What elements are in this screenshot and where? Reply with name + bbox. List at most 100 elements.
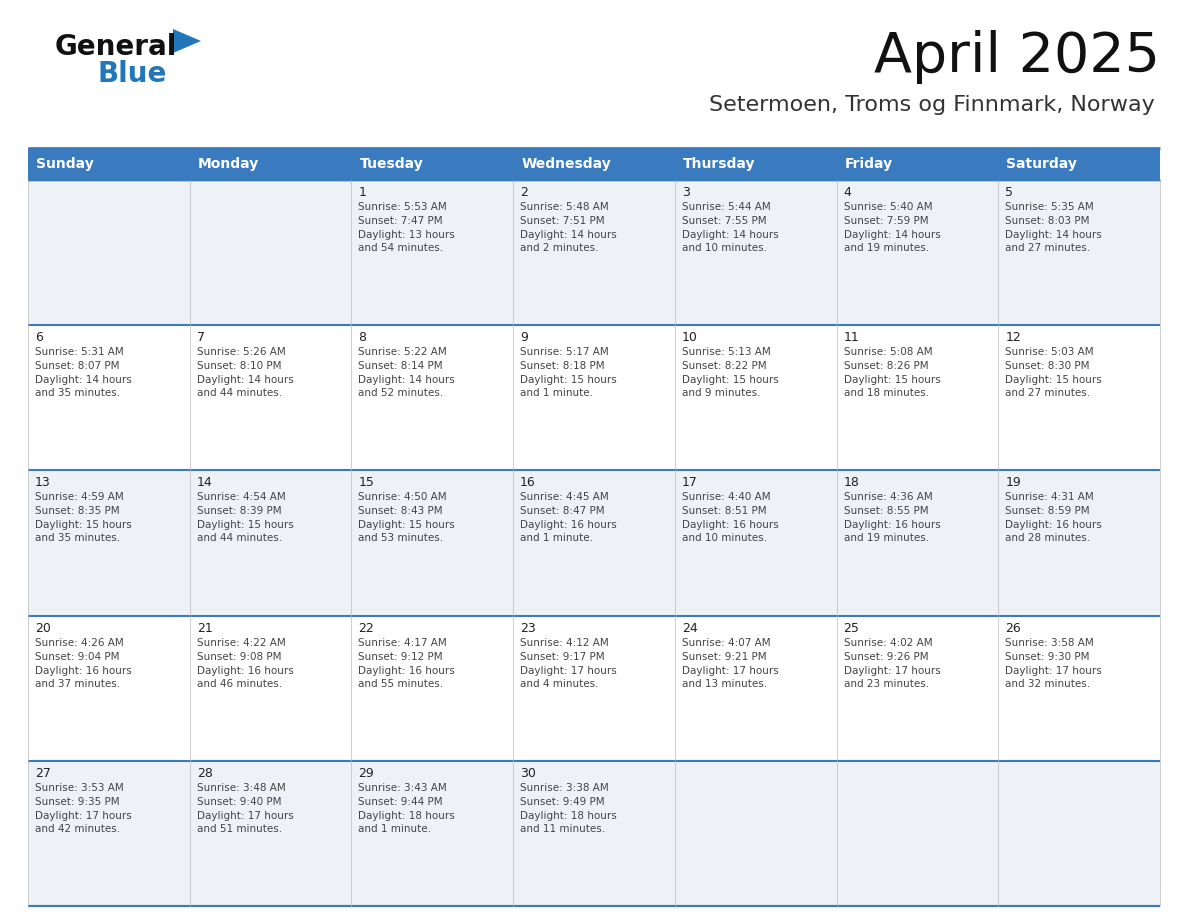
Text: Sunrise: 4:31 AM: Sunrise: 4:31 AM <box>1005 492 1094 502</box>
Text: Sunrise: 5:08 AM: Sunrise: 5:08 AM <box>843 347 933 357</box>
Text: Daylight: 14 hours: Daylight: 14 hours <box>682 230 778 240</box>
Text: Daylight: 15 hours: Daylight: 15 hours <box>682 375 778 386</box>
Text: and 1 minute.: and 1 minute. <box>359 823 431 834</box>
Text: 28: 28 <box>197 767 213 779</box>
Text: and 53 minutes.: and 53 minutes. <box>359 533 443 543</box>
Text: Sunrise: 4:02 AM: Sunrise: 4:02 AM <box>843 638 933 647</box>
Text: Sunset: 8:39 PM: Sunset: 8:39 PM <box>197 507 282 517</box>
Text: Sunset: 8:14 PM: Sunset: 8:14 PM <box>359 361 443 371</box>
Bar <box>675 470 836 616</box>
Text: Sunrise: 4:45 AM: Sunrise: 4:45 AM <box>520 492 609 502</box>
Bar <box>998 616 1159 761</box>
Text: Sunrise: 4:54 AM: Sunrise: 4:54 AM <box>197 492 285 502</box>
Text: Sunset: 9:49 PM: Sunset: 9:49 PM <box>520 797 605 807</box>
Text: 20: 20 <box>34 621 51 634</box>
Bar <box>998 761 1159 906</box>
Text: Sunset: 9:35 PM: Sunset: 9:35 PM <box>34 797 120 807</box>
Text: Daylight: 15 hours: Daylight: 15 hours <box>1005 375 1102 386</box>
Text: Daylight: 15 hours: Daylight: 15 hours <box>34 521 132 531</box>
Text: and 37 minutes.: and 37 minutes. <box>34 678 120 688</box>
Text: and 32 minutes.: and 32 minutes. <box>1005 678 1091 688</box>
Text: and 28 minutes.: and 28 minutes. <box>1005 533 1091 543</box>
Bar <box>190 470 352 616</box>
Bar <box>29 180 190 325</box>
Text: Sunrise: 5:22 AM: Sunrise: 5:22 AM <box>359 347 447 357</box>
Text: and 10 minutes.: and 10 minutes. <box>682 243 767 253</box>
Bar <box>352 180 513 325</box>
Text: and 23 minutes.: and 23 minutes. <box>843 678 929 688</box>
Text: Daylight: 18 hours: Daylight: 18 hours <box>359 811 455 821</box>
Text: Sunset: 8:35 PM: Sunset: 8:35 PM <box>34 507 120 517</box>
Text: Sunrise: 4:12 AM: Sunrise: 4:12 AM <box>520 638 609 647</box>
Text: Daylight: 16 hours: Daylight: 16 hours <box>520 521 617 531</box>
Text: Daylight: 17 hours: Daylight: 17 hours <box>34 811 132 821</box>
Text: Sunset: 8:55 PM: Sunset: 8:55 PM <box>843 507 928 517</box>
Text: 25: 25 <box>843 621 859 634</box>
Text: Sunrise: 5:13 AM: Sunrise: 5:13 AM <box>682 347 771 357</box>
Text: Daylight: 15 hours: Daylight: 15 hours <box>520 375 617 386</box>
Text: and 4 minutes.: and 4 minutes. <box>520 678 599 688</box>
Text: 13: 13 <box>34 476 51 489</box>
Text: Sunset: 7:51 PM: Sunset: 7:51 PM <box>520 216 605 226</box>
Bar <box>513 470 675 616</box>
Text: Sunrise: 4:22 AM: Sunrise: 4:22 AM <box>197 638 285 647</box>
Text: and 1 minute.: and 1 minute. <box>520 388 593 398</box>
Text: Sunset: 8:43 PM: Sunset: 8:43 PM <box>359 507 443 517</box>
Bar <box>998 180 1159 325</box>
Bar <box>836 180 998 325</box>
Text: and 35 minutes.: and 35 minutes. <box>34 533 120 543</box>
Bar <box>675 180 836 325</box>
Text: Sunset: 9:04 PM: Sunset: 9:04 PM <box>34 652 120 662</box>
Text: Daylight: 17 hours: Daylight: 17 hours <box>1005 666 1102 676</box>
Text: Sunrise: 5:35 AM: Sunrise: 5:35 AM <box>1005 202 1094 212</box>
Bar <box>352 325 513 470</box>
Text: Saturday: Saturday <box>1006 157 1078 171</box>
Text: Sunrise: 4:26 AM: Sunrise: 4:26 AM <box>34 638 124 647</box>
Text: Sunset: 8:59 PM: Sunset: 8:59 PM <box>1005 507 1089 517</box>
Text: Thursday: Thursday <box>683 157 756 171</box>
Bar <box>29 325 190 470</box>
Text: Sunset: 7:55 PM: Sunset: 7:55 PM <box>682 216 766 226</box>
Text: 19: 19 <box>1005 476 1020 489</box>
Text: Sunset: 8:07 PM: Sunset: 8:07 PM <box>34 361 120 371</box>
Text: and 9 minutes.: and 9 minutes. <box>682 388 760 398</box>
Bar <box>29 761 190 906</box>
Text: Sunset: 9:21 PM: Sunset: 9:21 PM <box>682 652 766 662</box>
Text: Friday: Friday <box>845 157 892 171</box>
Text: Sunset: 8:22 PM: Sunset: 8:22 PM <box>682 361 766 371</box>
Text: 16: 16 <box>520 476 536 489</box>
Text: Blue: Blue <box>97 60 166 88</box>
Text: 17: 17 <box>682 476 697 489</box>
Text: Daylight: 14 hours: Daylight: 14 hours <box>197 375 293 386</box>
Text: and 46 minutes.: and 46 minutes. <box>197 678 282 688</box>
Text: 5: 5 <box>1005 186 1013 199</box>
Text: Sunday: Sunday <box>36 157 94 171</box>
Bar <box>836 325 998 470</box>
Text: Daylight: 14 hours: Daylight: 14 hours <box>359 375 455 386</box>
Text: Daylight: 15 hours: Daylight: 15 hours <box>197 521 293 531</box>
Text: and 19 minutes.: and 19 minutes. <box>843 533 929 543</box>
Text: Daylight: 17 hours: Daylight: 17 hours <box>197 811 293 821</box>
Text: Daylight: 17 hours: Daylight: 17 hours <box>682 666 778 676</box>
Text: Sunrise: 5:48 AM: Sunrise: 5:48 AM <box>520 202 609 212</box>
Text: Sunset: 8:18 PM: Sunset: 8:18 PM <box>520 361 605 371</box>
Text: Sunrise: 3:43 AM: Sunrise: 3:43 AM <box>359 783 447 793</box>
Text: Daylight: 16 hours: Daylight: 16 hours <box>1005 521 1102 531</box>
Text: 1: 1 <box>359 186 366 199</box>
Text: 10: 10 <box>682 331 697 344</box>
Text: and 2 minutes.: and 2 minutes. <box>520 243 599 253</box>
Text: General: General <box>55 33 177 61</box>
Bar <box>513 148 675 180</box>
Bar <box>836 761 998 906</box>
Text: and 27 minutes.: and 27 minutes. <box>1005 243 1091 253</box>
Text: and 13 minutes.: and 13 minutes. <box>682 678 767 688</box>
Bar <box>513 616 675 761</box>
Text: Sunset: 9:40 PM: Sunset: 9:40 PM <box>197 797 282 807</box>
Text: Sunrise: 4:40 AM: Sunrise: 4:40 AM <box>682 492 771 502</box>
Text: and 10 minutes.: and 10 minutes. <box>682 533 767 543</box>
Text: 15: 15 <box>359 476 374 489</box>
Text: Tuesday: Tuesday <box>360 157 423 171</box>
Text: Sunset: 9:17 PM: Sunset: 9:17 PM <box>520 652 605 662</box>
Text: Sunset: 9:26 PM: Sunset: 9:26 PM <box>843 652 928 662</box>
Text: Daylight: 16 hours: Daylight: 16 hours <box>34 666 132 676</box>
